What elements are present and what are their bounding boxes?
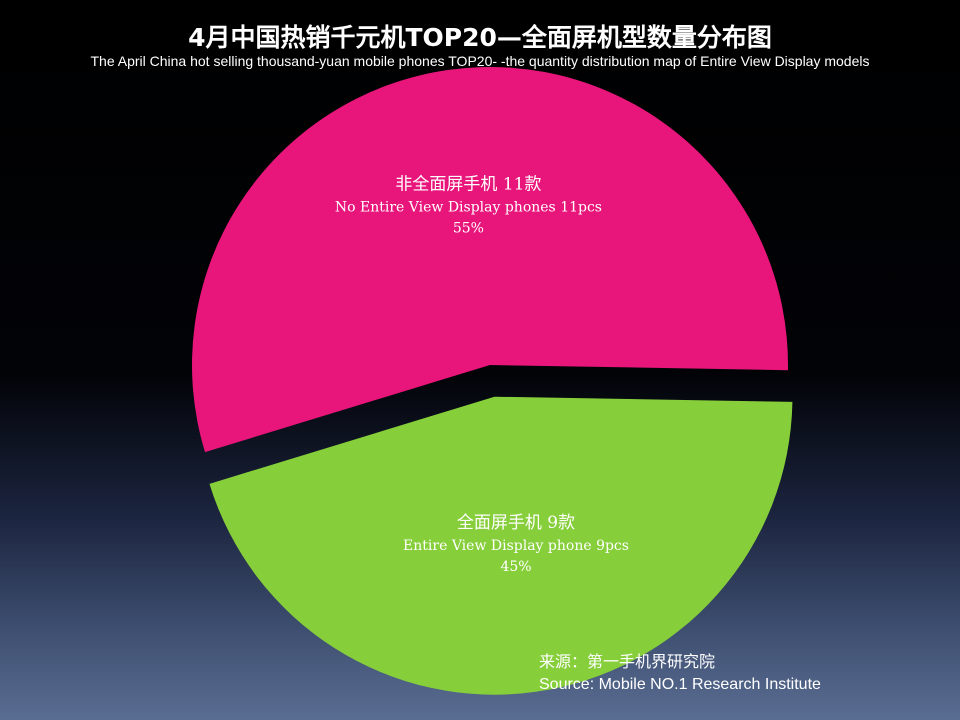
source-note: 来源：第一手机界研究院 Source: Mobile NO.1 Research… [539,652,821,696]
pie-slice-1 [191,66,788,453]
slice-2-label-percent: 45% [500,559,531,575]
source-en: Source: Mobile NO.1 Research Institute [539,676,821,693]
chart-title: 4月中国热销千元机TOP20—全面屏机型数量分布图 [188,23,772,52]
chart-subtitle: The April China hot selling thousand-yua… [90,53,870,69]
slice-2-label-name-en: Entire View Display phone 9pcs [403,538,629,554]
slice-1-label-name-en: No Entire View Display phones 11pcs [335,200,602,216]
slice-1-label-name-cn: 非全面屏手机 11款 [395,175,541,195]
pie-slice-2 [209,396,793,695]
source-cn: 来源：第一手机界研究院 [539,654,716,671]
slice-2-label-name-cn: 全面屏手机 9款 [457,513,575,533]
slice-1-label-percent: 55% [453,221,484,237]
